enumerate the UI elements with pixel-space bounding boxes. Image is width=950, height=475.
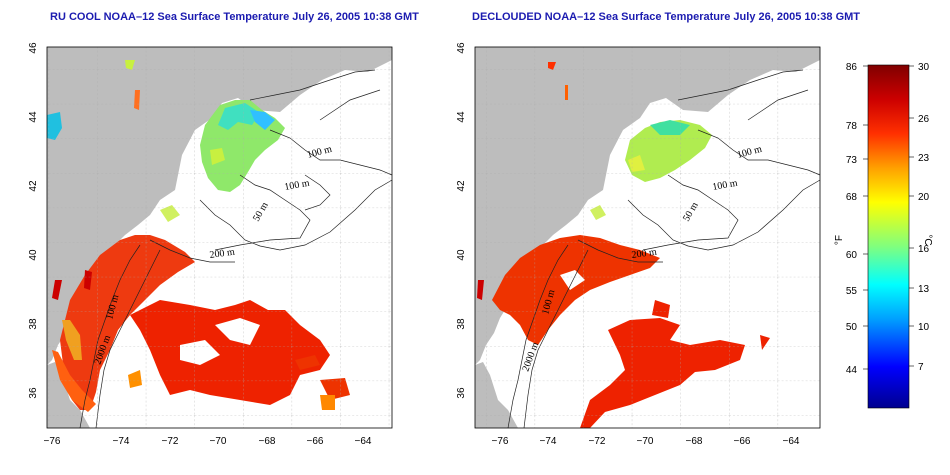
left-panel-title: RU COOL NOAA–12 Sea Surface Temperature …: [50, 11, 419, 23]
contour-label: 200 m: [209, 247, 236, 261]
lon-tick-label: −68: [686, 436, 703, 447]
right-panel-title: DECLOUDED NOAA–12 Sea Surface Temperatur…: [472, 11, 861, 23]
f-tick-label: 44: [846, 365, 858, 376]
lon-tick-label: −64: [355, 436, 372, 447]
right-map: 100 m 100 m 50 m 200 m 100 m 2000 m −76 …: [456, 42, 821, 447]
lon-tick-label: −70: [637, 436, 654, 447]
lon-tick-label: −68: [259, 436, 276, 447]
c-tick-label: 10: [918, 322, 930, 333]
lat-tick-label: 42: [456, 180, 467, 192]
lat-tick-label: 38: [456, 318, 467, 330]
f-tick-label: 60: [846, 250, 858, 261]
lon-tick-label: −76: [492, 436, 509, 447]
f-tick-label: 86: [846, 62, 858, 73]
c-tick-label: 23: [918, 153, 930, 164]
celsius-ticks: 30 26 23 20 16 13 10 7: [918, 62, 930, 373]
lat-tick-label: 40: [456, 249, 467, 261]
lat-tick-label: 46: [28, 42, 39, 54]
lat-tick-label: 44: [456, 111, 467, 123]
f-tick-label: 55: [846, 286, 858, 297]
contour-label: 200 m: [631, 247, 658, 261]
colorbar-gradient: [867, 64, 910, 409]
lat-tick-label: 40: [28, 249, 39, 261]
celsius-unit-label: °C: [922, 234, 933, 245]
f-tick-label: 50: [846, 322, 858, 333]
colorbar: 86 78 73 68 60 55 50 44 30 26 23 20 16 1…: [834, 62, 933, 409]
left-map: 100 m 100 m 50 m 200 m 100 m 2000 m −76 …: [28, 42, 393, 447]
lat-tick-label: 44: [28, 111, 39, 123]
lon-tick-label: −74: [113, 436, 130, 447]
lon-tick-label: −66: [307, 436, 324, 447]
c-tick-label: 20: [918, 192, 930, 203]
lat-tick-label: 46: [456, 42, 467, 54]
c-tick-label: 13: [918, 284, 930, 295]
lon-tick-label: −70: [210, 436, 227, 447]
lon-tick-label: −64: [783, 436, 800, 447]
lat-tick-label: 36: [456, 387, 467, 399]
lon-tick-label: −76: [44, 436, 61, 447]
lat-tick-label: 38: [28, 318, 39, 330]
f-tick-label: 73: [846, 155, 858, 166]
lat-tick-label: 36: [28, 387, 39, 399]
c-tick-label: 7: [918, 362, 924, 373]
lon-tick-label: −72: [589, 436, 606, 447]
lon-tick-label: −66: [734, 436, 751, 447]
lon-tick-label: −74: [540, 436, 557, 447]
contour-label: 100 m: [712, 178, 739, 193]
lon-tick-label: −72: [162, 436, 179, 447]
fahrenheit-unit-label: °F: [834, 235, 845, 245]
f-tick-label: 68: [846, 192, 858, 203]
fahrenheit-ticks: 86 78 73 68 60 55 50 44: [846, 62, 858, 376]
c-tick-label: 30: [918, 62, 930, 73]
f-tick-label: 78: [846, 121, 858, 132]
c-tick-label: 16: [918, 244, 930, 255]
lat-tick-label: 42: [28, 180, 39, 192]
contour-label: 100 m: [284, 178, 311, 193]
c-tick-label: 26: [918, 114, 930, 125]
